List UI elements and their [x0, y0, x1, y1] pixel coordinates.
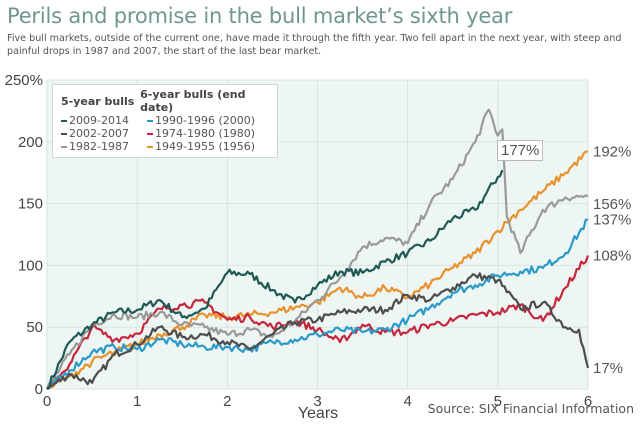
legend-item: 1982-1987: [61, 140, 147, 153]
legend-label: 1982-1987: [69, 140, 129, 153]
chart-title: Perils and promise in the bull market’s …: [7, 4, 513, 28]
end-label: 156%: [593, 196, 631, 213]
x-axis-ticks: 0 1 2 3 4 5 6: [43, 393, 592, 410]
legend-header-5yr: 5-year bulls: [61, 94, 135, 108]
legend: 5-year bulls 6-year bulls (end date) 200…: [52, 84, 278, 158]
legend-item: 1949-1955 (1956): [147, 140, 255, 153]
source-note: Source: SIX Financial Information: [427, 401, 634, 416]
x-tick-label: 1: [133, 393, 141, 410]
legend-item: 2002-2007: [61, 127, 147, 140]
x-tick-label: 6: [584, 393, 592, 410]
end-labels: 17% 156%137% 108% 192%: [593, 144, 631, 377]
legend-item: 2009-2014: [61, 114, 147, 127]
legend-header-6yr: 6-year bulls (end date): [140, 88, 246, 114]
legend-swatch: [147, 145, 153, 148]
series-line-1990-1996-2000: [46, 218, 589, 390]
y-tick-label: 0: [35, 381, 43, 398]
end-label: 108%: [593, 248, 631, 265]
x-tick-label: 5: [494, 393, 502, 410]
legend-swatch: [147, 132, 153, 135]
x-tick-label: 3: [313, 393, 321, 410]
y-tick-label: 50: [26, 319, 43, 336]
legend-label: 1990-1996 (2000): [155, 114, 256, 127]
y-tick-label: 200: [18, 134, 43, 151]
legend-item: 1974-1980 (1980): [147, 127, 255, 140]
legend-label: 1949-1955 (1956): [155, 140, 256, 153]
y-axis-ticks: 0 50 100 150 200 250%: [5, 72, 43, 398]
legend-item: 1990-1996 (2000): [147, 114, 255, 127]
series-line-1982-1987: [45, 108, 589, 390]
series-lines: [45, 108, 590, 391]
end-label: 137%: [593, 212, 631, 229]
legend-swatch: [61, 119, 67, 122]
end-label: 192%: [593, 144, 631, 161]
x-axis-label: Years: [298, 405, 338, 422]
legend-swatch: [147, 119, 153, 122]
chart-subtitle: Five bull markets, outside of the curren…: [7, 33, 622, 57]
x-tick-label: 4: [403, 393, 411, 410]
x-tick-label: 0: [43, 393, 51, 410]
y-tick-label: 250%: [5, 72, 43, 89]
end-label: 17%: [593, 360, 623, 377]
y-tick-label: 100: [18, 257, 43, 274]
series-line-2009-2014: [46, 169, 504, 391]
legend-label: 2002-2007: [69, 127, 129, 140]
x-tick-label: 2: [223, 393, 231, 410]
legend-label: 1974-1980 (1980): [155, 127, 256, 140]
y-tick-label: 150: [18, 196, 43, 213]
legend-swatch: [61, 145, 67, 148]
series-line-1974-1980-1980: [46, 255, 590, 390]
peak-callout: 177%: [497, 140, 544, 161]
legend-label: 2009-2014: [69, 114, 129, 127]
series-line-2002-2007: [46, 272, 590, 390]
legend-swatch: [61, 132, 67, 135]
